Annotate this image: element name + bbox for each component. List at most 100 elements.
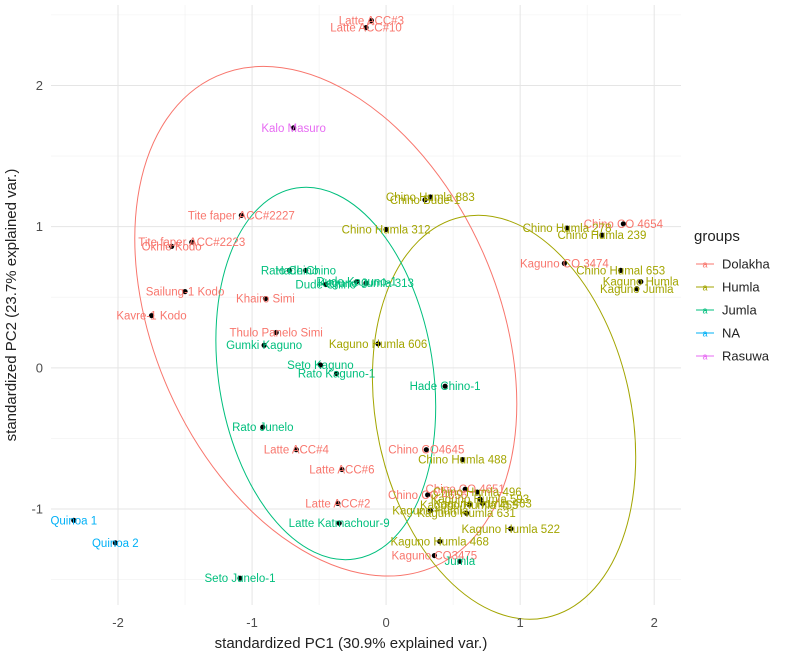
legend-key-glyph: a	[702, 260, 707, 270]
point-label: Kaguno Humla 463	[433, 498, 531, 510]
data-point	[599, 232, 605, 238]
point-label: Dude Kaguno-1	[316, 277, 397, 289]
point-label: Kaguno Jumla 313	[318, 278, 414, 290]
point-label: Kaguno Humla 455	[420, 500, 518, 512]
data-point	[459, 456, 466, 463]
group-ellipses	[134, 65, 637, 620]
point-label: Chino Humla 496	[433, 487, 522, 499]
data-point	[303, 267, 309, 274]
data-point	[363, 24, 369, 31]
legend-label: Humla	[722, 280, 760, 295]
data-point	[368, 17, 374, 24]
ellipse-humla	[371, 214, 637, 620]
data-point	[261, 342, 267, 348]
data-point	[169, 243, 175, 250]
data-point	[634, 286, 640, 292]
ellipse-dolakha	[134, 65, 518, 577]
point-label: Chino Humla 239	[557, 230, 646, 242]
point-label: Kalo Masuro	[261, 123, 326, 135]
point-label: Dude Chino	[295, 280, 356, 292]
data-point	[480, 500, 486, 506]
y-tick-label: -1	[31, 502, 43, 517]
point-label: Chino Humla 278	[523, 223, 612, 235]
data-point	[375, 341, 381, 347]
point-label: Kaguno Humla 631	[417, 508, 515, 520]
data-point	[189, 239, 195, 245]
point-label: Kaguno CO3475	[392, 551, 478, 563]
data-point	[323, 281, 329, 288]
point-label: Jumla	[444, 556, 475, 568]
point-label: Latte ACC#2	[305, 498, 370, 510]
data-point	[336, 520, 342, 526]
grid-lines	[51, 5, 681, 605]
data-point	[477, 496, 483, 502]
legend-key-glyph: a	[702, 329, 707, 339]
legend-label: Rasuwa	[722, 349, 770, 364]
data-point	[383, 226, 389, 233]
point-label: Rato Junelo	[232, 422, 293, 434]
legend-label: Jumla	[722, 303, 757, 318]
y-tick-label: 0	[36, 360, 43, 375]
data-point	[442, 383, 448, 389]
point-label: Latte ACC#10	[330, 23, 402, 35]
data-point	[427, 507, 433, 514]
data-point	[620, 221, 626, 227]
y-axis-title: standardized PC2 (23.7% explained var.)	[3, 169, 20, 442]
point-label: Hade Chino	[275, 265, 336, 277]
point-label: Kavre-1 Kodo	[116, 311, 186, 323]
ellipse-jumla	[215, 186, 437, 561]
axes: -2 -1 0 1 2 -1 0 1 2	[31, 78, 657, 630]
point-label: Rato Kaguno-1	[298, 368, 375, 380]
point-label: Latte ACC#3	[339, 16, 404, 28]
point-label: Chino Bude-1	[390, 195, 460, 207]
point-label: Seto Junelo-1	[205, 573, 276, 585]
data-point	[457, 558, 463, 564]
point-label: Tite faper ACC#2227	[188, 210, 295, 222]
data-point	[260, 424, 266, 430]
point-label: Seto Kaguno	[287, 360, 354, 372]
point-label: Chino Humla 312	[342, 224, 431, 236]
point-label: Chino CO 4651	[426, 484, 505, 496]
data-point	[335, 500, 341, 506]
data-point	[339, 466, 345, 473]
data-point	[286, 267, 293, 274]
legend-key-glyph: a	[702, 352, 707, 362]
data-point	[425, 492, 431, 498]
data-point	[564, 225, 570, 231]
point-label: Latte ACC#6	[309, 464, 374, 476]
data-point	[238, 212, 244, 218]
data-point	[237, 575, 243, 581]
data-points	[71, 17, 644, 581]
point-label: Kaguno Jumla	[600, 284, 674, 296]
data-point	[463, 510, 470, 516]
point-label: Kaguno Humla 522	[462, 524, 560, 536]
point-label: Thulo Panelo Simi	[230, 328, 323, 340]
y-tick-label: 2	[36, 78, 43, 93]
data-point	[333, 370, 340, 377]
point-label: Khairo Simi	[236, 294, 295, 306]
point-label: Kaguno Humla	[603, 277, 680, 289]
data-point	[618, 267, 624, 274]
x-tick-label: -2	[112, 615, 124, 630]
point-label: Okhle Kodo	[142, 241, 202, 253]
data-point	[291, 125, 297, 131]
legend-key-glyph: a	[702, 306, 707, 316]
point-label: Sailung-1 Kodo	[146, 287, 225, 299]
point-label: Quinoa 1	[50, 515, 97, 527]
x-tick-label: -1	[246, 615, 258, 630]
point-label: Chino Humla 883	[386, 192, 475, 204]
point-label: Chino Humal 653	[576, 265, 665, 277]
point-label: Hade Chino-1	[410, 381, 481, 393]
point-label: Chino CO 4654	[584, 219, 664, 231]
data-point	[474, 489, 480, 495]
point-label: Kaguno Humla 593	[431, 494, 529, 506]
point-label: Chino Humla 488	[418, 455, 507, 467]
data-point	[437, 538, 443, 545]
data-point	[561, 260, 567, 266]
x-tick-label: 0	[382, 615, 389, 630]
legend-title: groups	[694, 228, 740, 245]
data-point	[293, 447, 299, 453]
